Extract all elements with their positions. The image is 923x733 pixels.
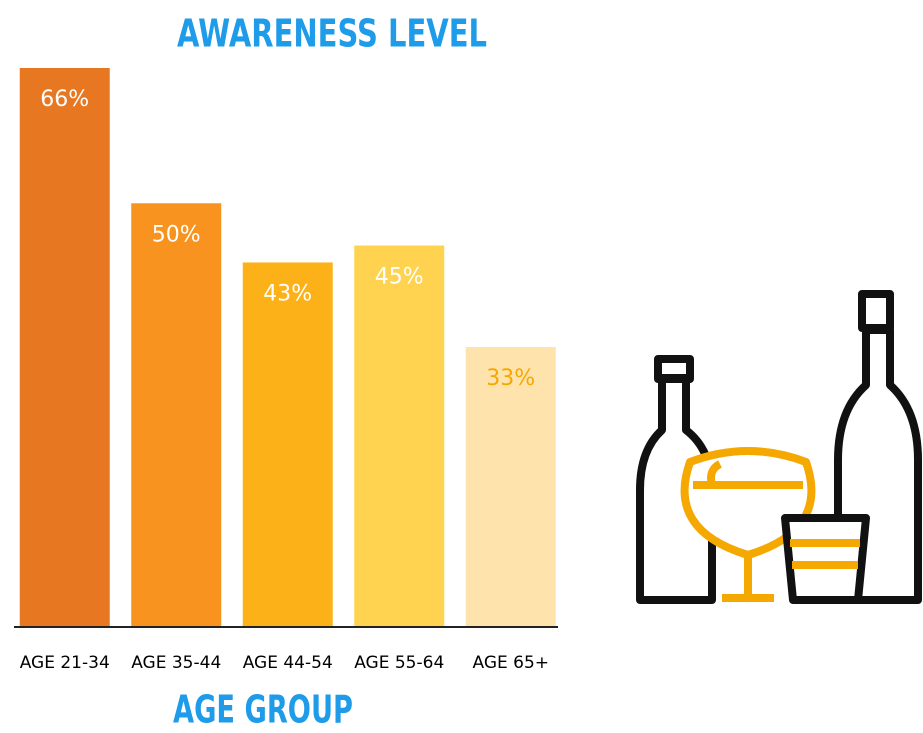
value-label: 66%	[40, 87, 89, 112]
tall-bottle	[834, 326, 922, 604]
bottle-cap	[858, 290, 894, 332]
x-axis-label: AGE GROUP	[173, 688, 353, 732]
bar	[465, 347, 556, 626]
x-tick-label: AGE 21-34	[20, 653, 110, 673]
x-tick-label: AGE 44-54	[243, 653, 333, 673]
x-tick-label: AGE 35-44	[131, 653, 221, 673]
value-label: 33%	[486, 366, 535, 391]
bar	[354, 245, 445, 626]
tumbler	[781, 514, 870, 604]
bar	[131, 203, 222, 627]
value-label: 50%	[152, 222, 201, 247]
small-bottle	[636, 374, 716, 604]
value-label: 43%	[263, 281, 312, 306]
chart-title: AWARENESS LEVEL	[177, 12, 487, 56]
value-label: 45%	[375, 265, 424, 290]
glass-shine	[707, 460, 723, 487]
bar	[242, 262, 333, 626]
drinks-icon	[636, 290, 922, 604]
x-tick-label: AGE 55-64	[354, 653, 444, 673]
bottle-cap	[654, 355, 694, 383]
bar	[19, 68, 110, 626]
x-tick-label: AGE 65+	[472, 653, 549, 673]
